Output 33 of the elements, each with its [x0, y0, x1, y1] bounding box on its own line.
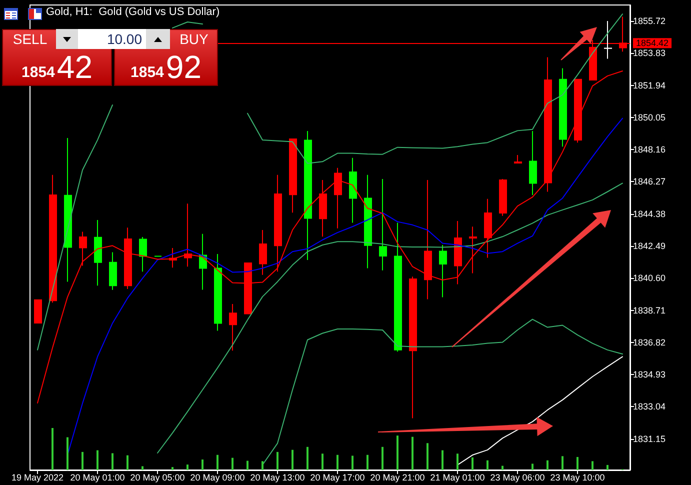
- x-tick-label: 23 May 06:00: [490, 472, 545, 482]
- x-tick-label: 20 May 09:00: [190, 472, 245, 482]
- y-tick-label: 1846.27: [633, 176, 666, 187]
- y-tick-label: 1851.94: [633, 80, 666, 90]
- y-tick-label: 1844.38: [633, 208, 666, 219]
- chart-title: Gold, H1: Gold (Gold vs US Dollar): [46, 6, 220, 18]
- x-tick-label: 21 May 01:00: [430, 472, 485, 482]
- y-tick-label: 1848.16: [633, 144, 666, 155]
- y-tick-label: 1836.82: [633, 337, 666, 348]
- annotation: SELL: [12, 30, 48, 48]
- annotation: BUY: [178, 30, 210, 48]
- y-tick-label: 1840.60: [633, 273, 666, 284]
- y-tick-label: 1853.83: [633, 48, 666, 58]
- y-tick-label: 1831.15: [633, 434, 666, 444]
- annotation: 42: [56, 48, 92, 86]
- x-tick-label: 23 May 10:00: [550, 472, 605, 482]
- annotation: 1854: [22, 64, 55, 81]
- y-tick-label: 1850.05: [633, 112, 666, 122]
- x-tick-label: 20 May 13:00: [250, 472, 305, 482]
- annotation: 10.00: [78, 29, 146, 49]
- x-tick-label: 20 May 05:00: [130, 472, 185, 482]
- y-tick-label: 1834.93: [633, 370, 666, 380]
- annotation: 92: [166, 48, 202, 86]
- y-tick-label: 1833.04: [633, 402, 666, 412]
- x-tick-label: 19 May 2022: [11, 472, 64, 482]
- y-tick-label: 1838.71: [633, 305, 666, 316]
- annotation: 1854: [130, 64, 164, 81]
- x-tick-label: 20 May 17:00: [310, 472, 365, 482]
- y-tick-label: 1855.72: [633, 16, 666, 26]
- ref-line-label: 1854.42: [636, 38, 669, 48]
- x-tick-label: 20 May 01:00: [70, 472, 125, 482]
- y-tick-label: 1842.49: [633, 241, 666, 252]
- x-tick-label: 20 May 21:00: [370, 472, 425, 482]
